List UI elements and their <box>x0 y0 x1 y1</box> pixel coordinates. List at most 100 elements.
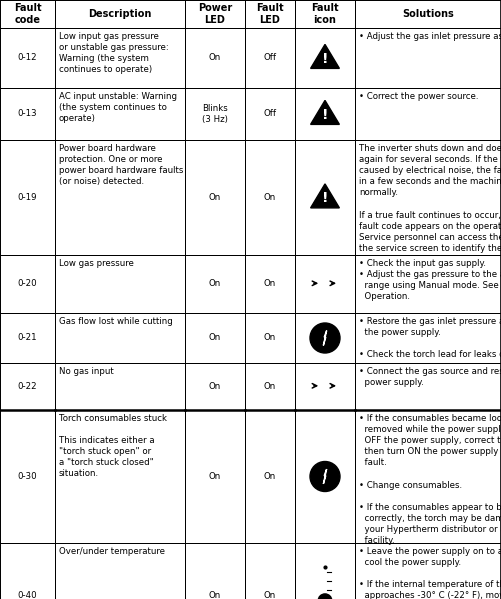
Bar <box>295 255 355 313</box>
Bar <box>55 88 185 140</box>
Text: 0-21: 0-21 <box>18 334 37 343</box>
Bar <box>355 543 501 599</box>
Text: The inverter shuts down and does not fire
again for several seconds. If the faul: The inverter shuts down and does not fir… <box>359 144 501 253</box>
Bar <box>55 28 185 88</box>
Bar <box>0 0 55 28</box>
Text: !: ! <box>322 108 328 122</box>
Text: Blinks
(3 Hz): Blinks (3 Hz) <box>202 104 228 124</box>
Text: On: On <box>209 280 221 289</box>
Bar <box>321 379 329 394</box>
Polygon shape <box>311 101 339 125</box>
Text: Fault
LED: Fault LED <box>256 3 284 25</box>
Text: 0-12: 0-12 <box>18 53 37 62</box>
Text: On: On <box>264 472 276 481</box>
Text: Fault
icon: Fault icon <box>311 3 339 25</box>
Bar <box>185 88 245 140</box>
Bar <box>295 0 355 28</box>
Polygon shape <box>323 331 327 346</box>
Bar <box>55 140 185 255</box>
Bar <box>185 0 245 28</box>
Bar <box>0 410 55 543</box>
Bar <box>0 88 55 140</box>
Bar <box>185 543 245 599</box>
Text: 0-13: 0-13 <box>18 110 37 119</box>
Bar <box>245 0 295 28</box>
Bar <box>185 28 245 88</box>
Bar <box>185 410 245 543</box>
Text: • Check the input gas supply.
• Adjust the gas pressure to the acceptable
  rang: • Check the input gas supply. • Adjust t… <box>359 259 501 301</box>
Bar <box>55 255 185 313</box>
Bar <box>245 410 295 543</box>
Bar <box>0 543 55 599</box>
Text: AC input unstable: Warning
(the system continues to
operate): AC input unstable: Warning (the system c… <box>59 92 177 123</box>
Bar <box>245 255 295 313</box>
Text: Power
LED: Power LED <box>198 3 232 25</box>
Polygon shape <box>311 184 339 208</box>
Bar <box>0 28 55 88</box>
Text: Gas flow lost while cutting: Gas flow lost while cutting <box>59 317 173 326</box>
Bar <box>0 313 55 363</box>
Text: • Correct the power source.: • Correct the power source. <box>359 92 478 101</box>
Text: Off: Off <box>264 110 277 119</box>
Text: 0-20: 0-20 <box>18 280 37 289</box>
Bar <box>355 140 501 255</box>
Bar <box>0 363 55 410</box>
Bar <box>245 313 295 363</box>
Text: Solutions: Solutions <box>402 9 454 19</box>
Circle shape <box>310 323 340 353</box>
Text: On: On <box>209 472 221 481</box>
Bar <box>355 255 501 313</box>
Text: !: ! <box>322 52 328 66</box>
Bar <box>55 0 185 28</box>
Text: !: ! <box>322 191 328 205</box>
Circle shape <box>310 461 340 492</box>
Bar <box>355 410 501 543</box>
Bar <box>245 543 295 599</box>
Text: On: On <box>264 193 276 202</box>
Text: Low gas pressure: Low gas pressure <box>59 259 134 268</box>
Text: Description: Description <box>88 9 152 19</box>
Text: • If the consumables became loose or were
  removed while the power supply is ON: • If the consumables became loose or wer… <box>359 414 501 545</box>
Bar <box>295 313 355 363</box>
Bar <box>355 313 501 363</box>
Bar <box>55 543 185 599</box>
Bar <box>185 363 245 410</box>
Text: Torch consumables stuck

This indicates either a
"torch stuck open" or
a "torch : Torch consumables stuck This indicates e… <box>59 414 167 479</box>
Bar <box>295 28 355 88</box>
Text: On: On <box>264 382 276 391</box>
Bar <box>185 313 245 363</box>
Text: On: On <box>209 334 221 343</box>
Bar <box>295 543 355 599</box>
Text: 0-22: 0-22 <box>18 382 37 391</box>
Bar <box>295 140 355 255</box>
Text: Low input gas pressure
or unstable gas pressure:
Warning (the system
continues t: Low input gas pressure or unstable gas p… <box>59 32 169 74</box>
Bar <box>355 0 501 28</box>
Bar <box>55 410 185 543</box>
Text: • Restore the gas inlet pressure and restart
  the power supply.

• Check the to: • Restore the gas inlet pressure and res… <box>359 317 501 359</box>
Bar <box>321 276 329 292</box>
Bar <box>323 568 327 597</box>
Text: • Leave the power supply on to allow the fan to
  cool the power supply.

• If t: • Leave the power supply on to allow the… <box>359 547 501 599</box>
Text: No gas input: No gas input <box>59 367 114 376</box>
Text: On: On <box>209 591 221 599</box>
Text: Power board hardware
protection. One or more
power board hardware faults
(or noi: Power board hardware protection. One or … <box>59 144 183 186</box>
Text: 0-30: 0-30 <box>18 472 37 481</box>
Bar <box>355 28 501 88</box>
Text: On: On <box>264 280 276 289</box>
Polygon shape <box>311 44 339 68</box>
Bar <box>185 255 245 313</box>
Text: 0-19: 0-19 <box>18 193 37 202</box>
Bar <box>0 140 55 255</box>
Bar <box>245 88 295 140</box>
Bar <box>185 140 245 255</box>
Text: On: On <box>209 382 221 391</box>
Text: Fault
code: Fault code <box>14 3 41 25</box>
Bar <box>295 88 355 140</box>
Text: On: On <box>264 591 276 599</box>
Text: Over/under temperature: Over/under temperature <box>59 547 165 556</box>
Polygon shape <box>323 469 327 484</box>
Text: On: On <box>209 193 221 202</box>
Bar <box>55 363 185 410</box>
Text: Off: Off <box>264 53 277 62</box>
Text: • Connect the gas source and restart the
  power supply.: • Connect the gas source and restart the… <box>359 367 501 387</box>
